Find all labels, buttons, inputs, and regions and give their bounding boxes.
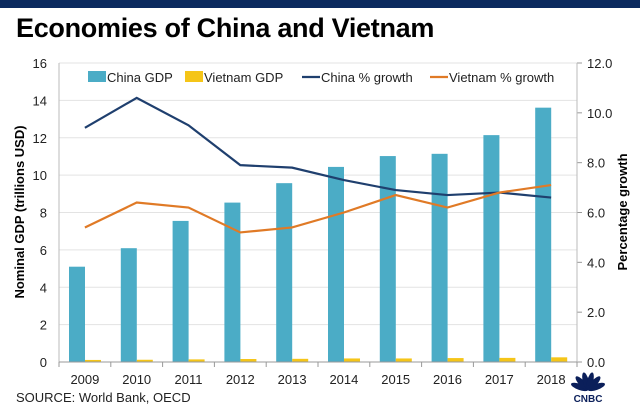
bar-china-gdp-2012: [224, 202, 241, 362]
y-tick-label: 16: [33, 56, 47, 71]
bar-china-gdp-2018: [535, 107, 552, 363]
y2-tick-label: 4.0: [587, 255, 605, 270]
y-tick-label: 4: [40, 280, 47, 295]
bar-vietnam-gdp-2014: [344, 358, 360, 362]
x-tick-label: 2011: [175, 372, 203, 387]
y-tick-label: 12: [33, 131, 47, 146]
x-tick-label: 2012: [226, 372, 255, 387]
bar-china-gdp-2009: [69, 266, 85, 362]
y2-tick-label: 12.0: [587, 56, 612, 71]
x-tick-label: 2013: [278, 372, 307, 387]
legend-swatch: [88, 71, 106, 82]
legend-label: Vietnam GDP: [204, 70, 283, 85]
x-tick-label: 2009: [70, 372, 99, 387]
legend-label: China % growth: [321, 70, 413, 85]
y-tick-label: 8: [40, 206, 47, 221]
y-tick-label: 6: [40, 243, 47, 258]
bar-vietnam-gdp-2011: [188, 359, 205, 362]
line-china-growth: [84, 96, 552, 199]
bar-vietnam-gdp-2018: [551, 357, 568, 362]
y2-tick-label: 10.0: [587, 106, 612, 121]
y-tick-label: 2: [40, 318, 47, 333]
top-banner: [0, 0, 640, 8]
x-tick-label: 2017: [485, 372, 514, 387]
bar-china-gdp-2015: [379, 156, 396, 362]
y-tick-label: 14: [33, 93, 47, 108]
bar-china-gdp-2010: [120, 248, 137, 362]
y2-tick-label: 8.0: [587, 156, 605, 171]
legend-swatch: [185, 71, 203, 82]
bar-vietnam-gdp-2017: [499, 357, 516, 362]
bar-china-gdp-2014: [328, 166, 344, 362]
x-tick-label: 2010: [122, 372, 151, 387]
bar-vietnam-gdp-2012: [240, 359, 257, 362]
y2-tick-label: 0.0: [587, 355, 605, 370]
x-tick-label: 2018: [537, 372, 566, 387]
source-note: SOURCE: World Bank, OECD: [16, 390, 191, 405]
bar-china-gdp-2013: [276, 183, 293, 362]
y-tick-label: 10: [33, 168, 47, 183]
y2-tick-label: 2.0: [587, 305, 605, 320]
bar-china-gdp-2011: [172, 220, 189, 362]
x-tick-label: 2016: [433, 372, 462, 387]
line-vietnam-growth: [84, 184, 552, 234]
y-axis-label: Nominal GDP (trillions USD): [12, 125, 27, 298]
bar-vietnam-gdp-2010: [136, 359, 153, 362]
y-tick-label: 0: [40, 355, 47, 370]
x-tick-label: 2014: [329, 372, 358, 387]
chart-title: Economies of China and Vietnam: [16, 13, 435, 43]
y2-axis-label: Percentage growth: [615, 153, 630, 270]
y2-tick-label: 6.0: [587, 206, 605, 221]
bar-vietnam-gdp-2013: [292, 358, 309, 362]
legend-label: China GDP: [107, 70, 173, 85]
bar-vietnam-gdp-2016: [447, 358, 464, 362]
bar-china-gdp-2017: [483, 135, 500, 362]
bar-vietnam-gdp-2015: [395, 358, 412, 362]
bar-china-gdp-2016: [431, 153, 448, 362]
cnbc-logo-text: CNBC: [574, 394, 603, 405]
cnbc-logo: CNBC: [571, 372, 605, 405]
x-tick-label: 2015: [381, 372, 410, 387]
legend-label: Vietnam % growth: [449, 70, 554, 85]
bar-vietnam-gdp-2009: [85, 359, 101, 362]
